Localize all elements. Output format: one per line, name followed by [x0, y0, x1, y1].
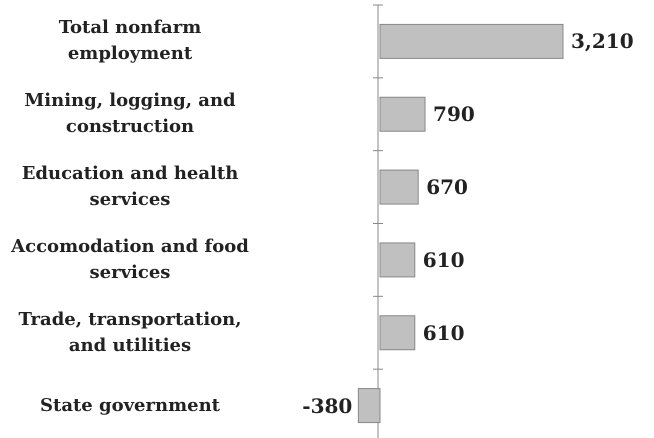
- bar: [379, 242, 416, 278]
- category-label: Education and health services: [21, 163, 239, 211]
- value-label: 790: [433, 102, 475, 127]
- bar: [379, 315, 416, 351]
- bar: [379, 23, 564, 59]
- value-label: 670: [426, 175, 468, 200]
- value-label: 610: [422, 247, 465, 272]
- bar: [379, 169, 419, 205]
- bar: [379, 96, 426, 132]
- value-label: 610: [422, 320, 465, 345]
- category-label: State government: [40, 394, 220, 416]
- category-label: Accomodation and food services: [11, 235, 249, 283]
- value-label: -380: [302, 393, 353, 418]
- bar: [357, 388, 381, 424]
- category-label: Mining, logging, and construction: [24, 90, 236, 138]
- category-label: Total nonfarm employment: [58, 17, 202, 65]
- category-label: Trade, transportation, and utilities: [18, 308, 242, 356]
- value-label: 3,210: [571, 29, 634, 54]
